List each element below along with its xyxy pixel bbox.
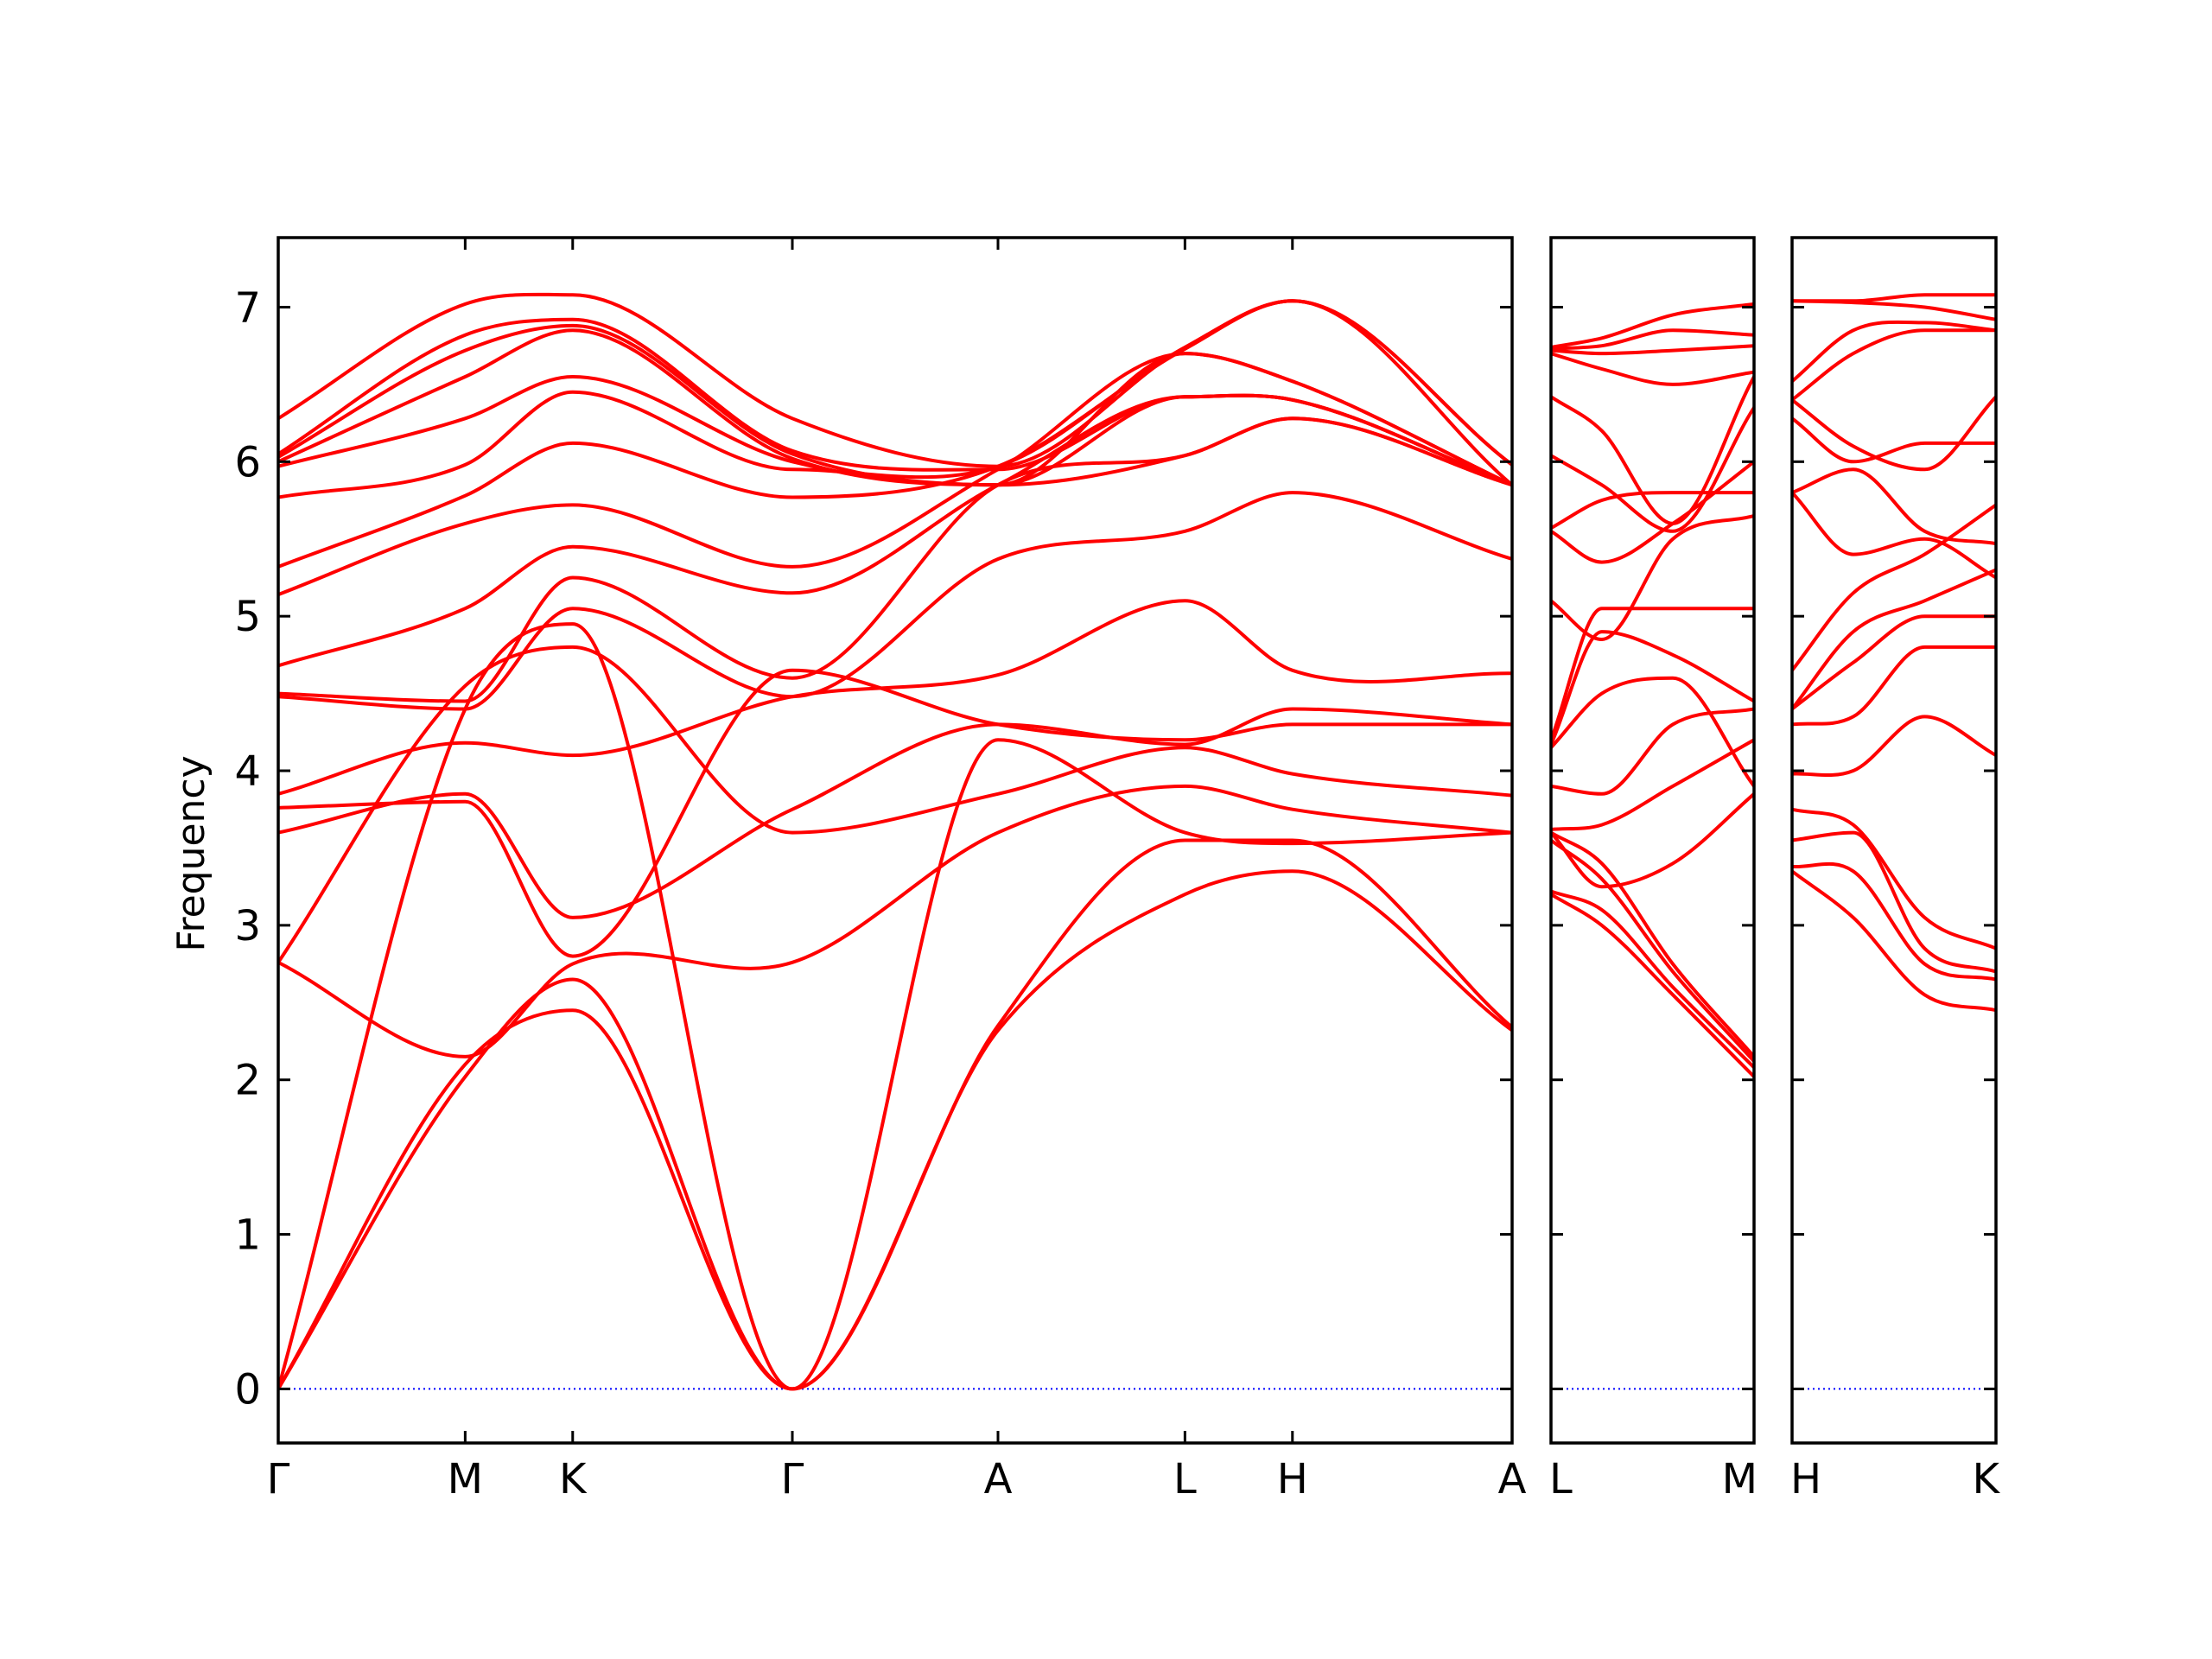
band-p3-5 — [1792, 715, 1996, 778]
band-p2-7 — [1551, 707, 1754, 796]
band-p1-2 — [278, 838, 1512, 1391]
band-p2-6 — [1551, 738, 1754, 831]
band-p3-3 — [1792, 830, 1996, 974]
x-tick-label: H — [1277, 1455, 1308, 1503]
y-axis-label: Frequency — [169, 755, 213, 951]
band-p2-19 — [1551, 302, 1754, 349]
band-p1-19 — [278, 292, 1512, 468]
band-p2-3 — [1551, 838, 1754, 1064]
band-p3-8 — [1792, 568, 1996, 711]
band-p3-10 — [1792, 491, 1996, 580]
band-p2-5 — [1551, 791, 1754, 889]
band-p2-15 — [1551, 375, 1754, 525]
band-p2-18 — [1551, 328, 1754, 351]
band-group — [278, 292, 1512, 1391]
band-p1-9 — [278, 491, 1512, 711]
y-tick-label: 7 — [234, 283, 261, 332]
band-p3-4 — [1792, 807, 1996, 950]
band-p1-5 — [278, 645, 1512, 964]
band-p2-10 — [1551, 607, 1754, 742]
y-tick-label: 0 — [234, 1365, 261, 1414]
band-p1-4 — [278, 784, 1512, 1058]
band-p3-17 — [1792, 293, 1996, 303]
y-tick-label: 1 — [234, 1211, 261, 1260]
band-p1-13 — [278, 299, 1512, 569]
band-p2-11 — [1551, 513, 1754, 641]
band-p2-9 — [1551, 630, 1754, 747]
band-p2-12 — [1551, 460, 1754, 564]
band-p3-11 — [1792, 467, 1996, 546]
x-tick-label: M — [1722, 1455, 1758, 1503]
x-tick-label: A — [984, 1455, 1013, 1503]
y-tick-label: 3 — [234, 902, 261, 950]
band-p2-17 — [1551, 344, 1754, 356]
band-p2-8 — [1551, 676, 1754, 788]
band-p2-14 — [1551, 405, 1754, 533]
band-p2-4 — [1551, 830, 1754, 1058]
band-p3-9 — [1792, 503, 1996, 672]
band-p2-16 — [1551, 352, 1754, 386]
band-p1-12 — [278, 352, 1512, 597]
band-group — [1792, 293, 1996, 1013]
band-group — [1551, 302, 1754, 1079]
band-p3-15 — [1792, 320, 1996, 384]
y-tick-label: 6 — [234, 438, 261, 486]
axes-frame — [1549, 236, 1756, 1445]
band-p1-6 — [278, 707, 1512, 919]
band-p1-10 — [278, 416, 1512, 703]
x-tick-label: L — [1173, 1455, 1197, 1503]
x-tick-label: Γ — [781, 1455, 804, 1503]
band-p3-13 — [1792, 395, 1996, 472]
x-tick-label: A — [1498, 1455, 1527, 1503]
band-p3-2 — [1792, 861, 1996, 982]
band-p1-17 — [278, 323, 1512, 487]
x-tick-label: K — [1973, 1455, 2001, 1503]
band-p3-6 — [1792, 645, 1996, 727]
y-tick-label: 2 — [234, 1057, 261, 1105]
band-p3-7 — [1792, 614, 1996, 711]
band-p1-18 — [278, 317, 1512, 487]
band-p1-1 — [278, 869, 1512, 1391]
axes-frame — [1790, 236, 1998, 1445]
x-tick-label: Γ — [267, 1455, 290, 1503]
y-tick-label: 5 — [234, 593, 261, 641]
band-p3-1 — [1792, 869, 1996, 1013]
band-p2-2 — [1551, 889, 1754, 1070]
x-tick-label: K — [559, 1455, 588, 1503]
band-p1-8 — [278, 599, 1512, 796]
y-tick-label: 4 — [234, 747, 261, 796]
band-p3-14 — [1792, 328, 1996, 402]
axes-frame — [276, 236, 1514, 1445]
x-tick-label: L — [1549, 1455, 1573, 1503]
band-p3-16 — [1792, 299, 1996, 321]
x-tick-label: M — [448, 1455, 483, 1503]
panel-p1: Γ M K Γ A L H A 0 1 2 3 4 5 6 7 — [234, 236, 1527, 1503]
x-tick-label: H — [1790, 1455, 1821, 1503]
band-p1-3 — [278, 622, 1512, 1391]
band-p2-1 — [1551, 893, 1754, 1079]
